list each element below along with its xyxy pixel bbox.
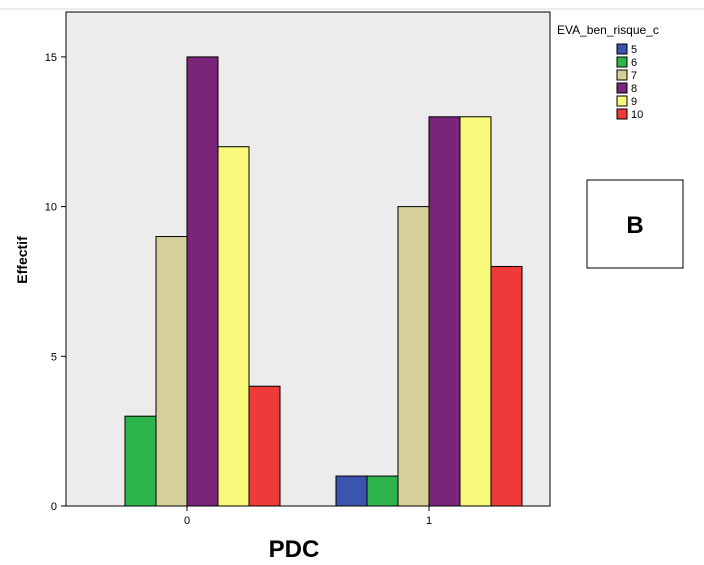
y-tick-label: 5 bbox=[51, 351, 57, 363]
legend-title: EVA_ben_risque_c bbox=[557, 23, 659, 37]
y-axis-label: Effectif bbox=[14, 236, 30, 284]
panel-letter-box bbox=[586, 179, 684, 269]
bars-group bbox=[124, 56, 523, 507]
legend-label-10: 10 bbox=[631, 109, 643, 121]
bar-1-6 bbox=[366, 475, 399, 507]
legend-label-7: 7 bbox=[631, 70, 637, 82]
bar-0-7 bbox=[155, 236, 188, 507]
legend-label-5: 5 bbox=[631, 44, 637, 56]
legend-label-8: 8 bbox=[631, 83, 637, 95]
bar-0-10 bbox=[248, 385, 281, 507]
legend-swatch-6 bbox=[616, 56, 628, 68]
legend-swatch-5 bbox=[616, 43, 628, 55]
legend-swatch-10 bbox=[616, 108, 628, 120]
bar-0-6 bbox=[124, 415, 157, 507]
bar-1-5 bbox=[335, 475, 368, 507]
bar-1-9 bbox=[459, 116, 492, 507]
x-tick-label: 1 bbox=[426, 515, 432, 527]
legend-label-9: 9 bbox=[631, 96, 637, 108]
y-tick-label: 0 bbox=[51, 501, 57, 513]
panel-letter: B bbox=[626, 212, 643, 239]
legend-label-6: 6 bbox=[631, 57, 637, 69]
x-tick-label: 0 bbox=[184, 515, 190, 527]
bar-1-7 bbox=[397, 206, 430, 507]
bar-0-9 bbox=[217, 146, 250, 507]
bar-1-8 bbox=[428, 116, 461, 507]
y-tick-label: 15 bbox=[45, 52, 57, 64]
y-tick-label: 10 bbox=[45, 202, 57, 214]
legend-swatch-9 bbox=[616, 95, 628, 107]
bar-0-8 bbox=[186, 56, 219, 507]
legend-swatch-7 bbox=[616, 69, 628, 81]
y-axis: 0 5 10 15 bbox=[45, 52, 66, 513]
x-axis-label: PDC bbox=[269, 536, 320, 563]
bar-1-10 bbox=[490, 265, 523, 507]
legend-swatch-8 bbox=[616, 82, 628, 94]
